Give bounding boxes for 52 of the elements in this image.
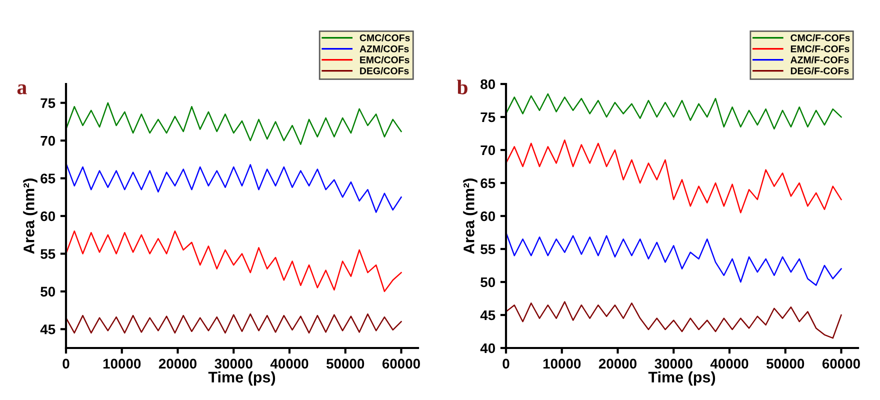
y-tick-label: 70 <box>480 145 496 156</box>
y-tick-label: 55 <box>480 244 496 254</box>
y-axis-title: Area (nm²) <box>463 178 478 254</box>
line-series <box>506 301 842 339</box>
x-tick-label: 50000 <box>766 358 804 369</box>
x-tick-label: 40000 <box>710 358 748 369</box>
x-tick-label: 20000 <box>598 358 636 369</box>
x-axis-title: Time (ps) <box>648 371 716 386</box>
y-tick-label: 45 <box>40 324 56 334</box>
legend-label: CMC/COFs <box>360 34 410 42</box>
legend-label: EMC/F-COFs <box>790 45 850 52</box>
x-tick-label: 10000 <box>543 358 581 369</box>
x-tick-label: 10000 <box>103 358 141 369</box>
legend-label: EMC/COFs <box>360 56 410 64</box>
line-series <box>66 230 402 292</box>
y-tick-label: 65 <box>40 174 56 184</box>
legend-label: CMC/F-COFs <box>790 34 850 42</box>
x-tick-label: 60000 <box>382 358 420 369</box>
x-tick-label: 0 <box>502 358 510 369</box>
y-tick-label: 75 <box>480 112 496 122</box>
y-axis-title: Area (nm²) <box>23 178 38 254</box>
legend-label: DEG/COFs <box>360 67 409 74</box>
x-tick-label: 30000 <box>654 358 692 369</box>
y-tick-label: 50 <box>480 277 496 288</box>
line-series <box>66 102 402 145</box>
x-tick-label: 40000 <box>270 358 308 369</box>
x-tick-label: 60000 <box>822 358 860 369</box>
line-series <box>506 232 842 286</box>
chart-title: a <box>17 84 27 94</box>
chart-title: b <box>456 80 468 94</box>
line-series <box>66 313 402 334</box>
y-tick-label: 60 <box>480 211 496 222</box>
line-series <box>66 162 402 213</box>
line-series <box>506 93 842 130</box>
legend-label: AZM/COFs <box>360 45 409 52</box>
line-series <box>506 139 842 214</box>
x-tick-label: 30000 <box>214 358 252 369</box>
y-tick-label: 50 <box>40 286 56 297</box>
y-tick-label: 75 <box>40 98 56 108</box>
y-tick-label: 70 <box>40 136 56 146</box>
x-tick-label: 20000 <box>158 358 196 369</box>
y-tick-label: 60 <box>40 211 56 222</box>
x-tick-label: 50000 <box>326 358 364 369</box>
legend-label: AZM/F-COFs <box>790 56 849 64</box>
legend-label: DEG/F-COFs <box>790 67 849 74</box>
x-tick-label: 0 <box>62 358 70 369</box>
x-axis-title: Time (ps) <box>208 371 276 386</box>
y-tick-label: 55 <box>40 249 56 259</box>
y-tick-label: 80 <box>480 79 496 90</box>
y-tick-label: 40 <box>480 343 496 354</box>
y-tick-label: 65 <box>480 178 496 188</box>
y-tick-label: 45 <box>480 310 496 320</box>
